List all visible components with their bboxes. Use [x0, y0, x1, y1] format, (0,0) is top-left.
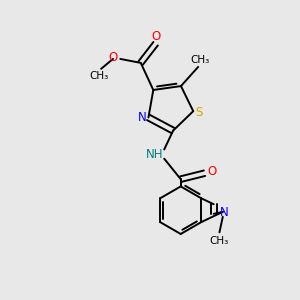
Text: CH₃: CH₃	[190, 55, 209, 65]
Text: O: O	[207, 165, 216, 178]
Text: N: N	[219, 206, 228, 219]
Text: CH₃: CH₃	[210, 236, 229, 246]
Text: CH₃: CH₃	[90, 71, 109, 81]
Text: S: S	[196, 106, 203, 119]
Text: NH: NH	[146, 148, 163, 161]
Text: O: O	[151, 30, 160, 43]
Text: O: O	[108, 51, 118, 64]
Text: N: N	[138, 111, 147, 124]
